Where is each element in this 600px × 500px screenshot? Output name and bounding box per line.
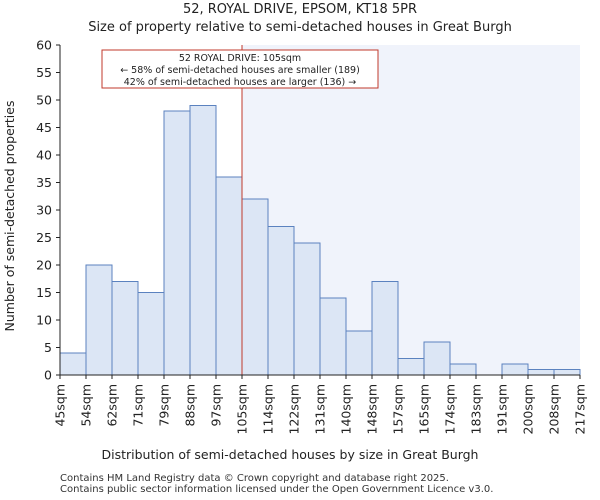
y-tick-label: 35 [36,175,52,190]
x-tick-label: 122sqm [287,384,302,434]
x-tick-label: 200sqm [521,384,536,434]
bar-54sqm [85,264,113,376]
annotation-box: 52 ROYAL DRIVE: 105sqm← 58% of semi-deta… [101,49,379,89]
x-tick-label: 54sqm [79,384,94,427]
x-tick-label: 45sqm [53,384,68,427]
x-tick-label: 140sqm [339,384,354,434]
x-tick-label: 208sqm [547,384,562,434]
bar-131sqm [319,297,347,376]
y-tick-label: 5 [44,340,52,355]
x-tick-label: 105sqm [235,384,250,434]
y-tick-label: 50 [36,93,52,108]
y-tick-label: 45 [36,120,52,135]
bar-165sqm [423,341,451,376]
x-tick-label: 157sqm [391,384,406,434]
x-tick-label: 183sqm [469,384,484,434]
y-tick-label: 30 [36,203,52,218]
bar-148sqm [371,281,399,376]
bar-200sqm [527,369,555,376]
x-tick-label: 97sqm [209,384,224,427]
chart-title: 52, ROYAL DRIVE, EPSOM, KT18 5PR [182,2,418,17]
bar-71sqm [137,292,165,376]
bar-97sqm [215,176,243,376]
footer-licence: Contains public sector information licen… [60,484,494,495]
bar-62sqm [111,281,139,376]
x-tick-label: 217sqm [573,384,588,434]
bar-174sqm [449,363,477,376]
y-axis-label: Number of semi-detached properties [2,101,17,332]
y-tick-label: 60 [36,38,52,53]
y-tick-label: 15 [36,285,52,300]
x-tick-label: 71sqm [131,384,146,427]
x-axis-label: Distribution of semi-detached houses by … [102,447,479,462]
x-tick-label: 191sqm [495,384,510,434]
y-tick-label: 0 [44,368,52,383]
bar-88sqm [189,105,217,376]
x-tick-label: 174sqm [443,384,458,434]
x-tick-label: 165sqm [417,384,432,434]
bar-208sqm [553,369,581,376]
x-tick-label: 114sqm [261,384,276,434]
bar-157sqm [397,358,425,376]
y-tick-label: 20 [36,258,52,273]
chart: 52 ROYAL DRIVE: 105sqm← 58% of semi-deta… [2,38,588,463]
bar-105sqm [241,198,269,376]
chart-subtitle: Size of property relative to semi-detach… [88,20,512,35]
y-tick-label: 40 [36,148,52,163]
annotation-line-3: 42% of semi-detached houses are larger (… [124,77,357,88]
y-tick-label: 55 [36,65,52,80]
annotation-line-1: 52 ROYAL DRIVE: 105sqm [179,53,301,64]
bar-45sqm [59,352,87,376]
bar-79sqm [163,110,191,376]
bar-140sqm [345,330,373,376]
y-tick-label: 10 [36,313,52,328]
x-tick-label: 148sqm [365,384,380,434]
bar-114sqm [267,226,295,376]
x-tick-label: 79sqm [157,384,172,427]
x-tick-label: 131sqm [313,384,328,434]
x-tick-label: 62sqm [105,384,120,427]
y-tick-label: 25 [36,230,52,245]
footer-copyright: Contains HM Land Registry data © Crown c… [60,473,449,484]
bar-122sqm [293,242,321,376]
x-tick-label: 88sqm [183,384,198,427]
annotation-line-2: ← 58% of semi-detached houses are smalle… [120,65,360,76]
bar-191sqm [501,363,529,376]
